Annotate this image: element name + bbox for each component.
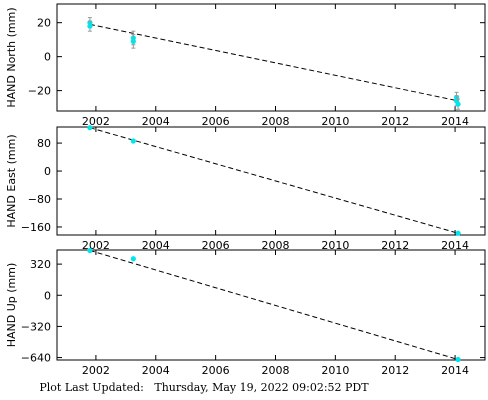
trend-line [89,23,459,102]
y-tick-label: 0 [44,289,51,302]
x-tick-label: 2014 [441,115,469,128]
data-point [87,23,93,29]
data-point [87,125,93,131]
x-tick-label: 2010 [321,364,349,377]
x-tick-label: 2002 [82,364,110,377]
y-axis-label: HAND Up (mm) [5,263,18,348]
x-tick-label: 2014 [441,364,469,377]
y-tick-label: −20 [28,85,51,98]
x-tick-label: 2004 [142,239,170,252]
x-tick-label: 2008 [261,115,289,128]
data-point [87,247,93,254]
x-tick-label: 2006 [202,239,230,252]
y-tick-label: −640 [21,352,51,365]
x-tick-label: 2014 [441,239,469,252]
x-tick-label: 2008 [261,239,289,252]
data-point [130,138,136,144]
data-point [130,256,136,262]
x-tick-label: 2002 [82,115,110,128]
data-point [455,230,461,236]
y-tick-label: 80 [37,137,51,150]
x-tick-label: 2012 [381,364,409,377]
trend-line [89,127,459,234]
chart-panel-3: 320 0 −320 −640 2002 2004 2006 2008 2010 2012 2014… [5,247,486,377]
y-axis-label: HAND North (mm) [5,7,18,107]
x-tick-label: 2010 [321,115,349,128]
x-tick-label: 2010 [321,239,349,252]
x-tick-label: 2004 [142,364,170,377]
data-point [455,356,461,363]
plot-frame [56,249,486,361]
x-tick-label: 2012 [381,239,409,252]
y-tick-label: 20 [37,17,51,30]
plot-updated-footer: Plot Last Updated: Thursday, May 19, 202… [39,381,369,394]
x-tick-label: 2006 [202,115,230,128]
y-tick-label: 320 [30,258,51,271]
chart-panel-1: 20 0 −20 2002 2004 2006 2008 2010 2012 2014 HAND N… [5,3,486,128]
plot-frame [56,126,486,236]
y-tick-label: 0 [44,165,51,178]
x-tick-label: 2008 [261,364,289,377]
plot-frame [56,3,486,112]
y-tick-label: 0 [44,51,51,64]
y-tick-label: −160 [21,221,51,234]
trend-line [89,250,459,360]
y-tick-label: −320 [21,320,51,333]
x-tick-label: 2004 [142,115,170,128]
y-tick-label: −80 [28,193,51,206]
data-point [455,101,461,107]
y-axis-label: HAND East (mm) [5,134,18,227]
x-tick-label: 2006 [202,364,230,377]
x-tick-label: 2012 [381,115,409,128]
data-point [130,38,136,44]
